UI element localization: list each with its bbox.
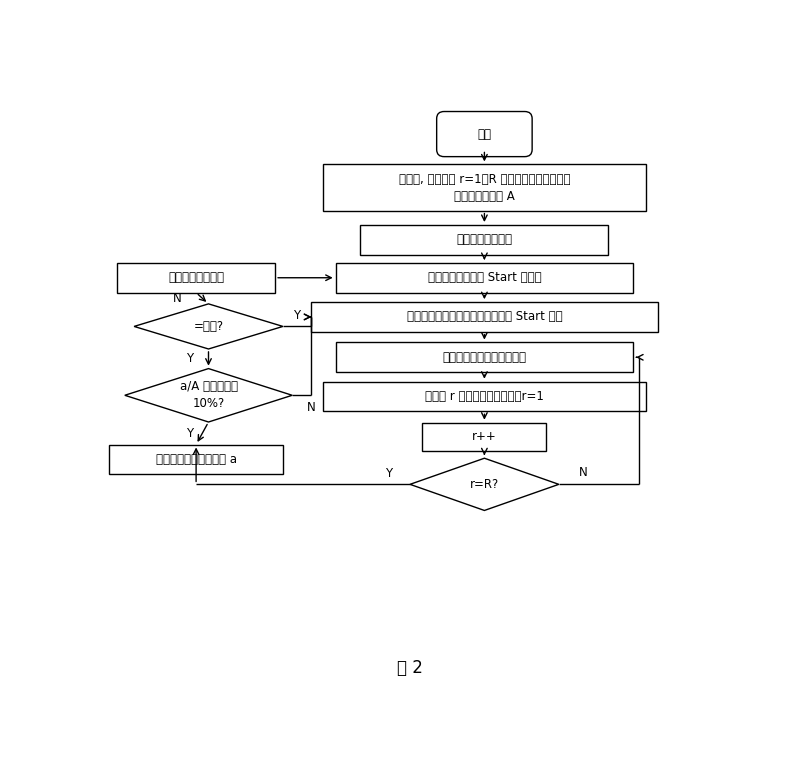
Text: Y: Y [385,467,392,480]
FancyBboxPatch shape [360,225,609,254]
Text: 初始化, 小轮次数 r=1（R 是个事先确定的参数）
原节点总数日为 A: 初始化, 小轮次数 r=1（R 是个事先确定的参数） 原节点总数日为 A [398,173,570,203]
Text: Y: Y [294,309,301,322]
Text: r=R?: r=R? [470,478,499,491]
Text: 用一个大功率信号向全网节点广播 Start 消息: 用一个大功率信号向全网节点广播 Start 消息 [406,311,562,323]
Text: Y: Y [186,352,194,365]
Polygon shape [125,369,292,422]
Text: Y: Y [186,427,194,439]
FancyBboxPatch shape [422,423,546,451]
Text: a/A 是否提高了
10%?: a/A 是否提高了 10%? [179,380,238,410]
Text: =五级?: =五级? [194,320,223,333]
Text: N: N [579,466,588,479]
FancyBboxPatch shape [323,382,646,411]
Text: 接收第 r 轮簇头发送的数据，r=1: 接收第 r 轮簇头发送的数据，r=1 [425,390,544,403]
Polygon shape [410,458,558,510]
Text: 功率提高一个级别: 功率提高一个级别 [168,271,224,284]
Text: N: N [173,291,182,305]
Text: 统计不活动的节点总数 a: 统计不活动的节点总数 a [155,453,237,466]
Polygon shape [134,304,283,349]
FancyBboxPatch shape [310,302,658,332]
Text: 将该功率级别附在 Start 消息中: 将该功率级别附在 Start 消息中 [427,271,542,284]
FancyBboxPatch shape [110,445,283,474]
FancyBboxPatch shape [437,112,532,157]
Text: 开始: 开始 [478,127,491,140]
FancyBboxPatch shape [336,342,634,372]
Text: 确定一级功率级别: 确定一级功率级别 [456,234,512,246]
Text: 图 2: 图 2 [397,659,423,678]
FancyBboxPatch shape [117,263,275,292]
Text: 等待，接收簇头发送的数据: 等待，接收簇头发送的数据 [442,351,526,364]
FancyBboxPatch shape [323,164,646,210]
FancyBboxPatch shape [336,263,634,292]
Text: N: N [306,401,315,414]
Text: r++: r++ [472,430,497,443]
